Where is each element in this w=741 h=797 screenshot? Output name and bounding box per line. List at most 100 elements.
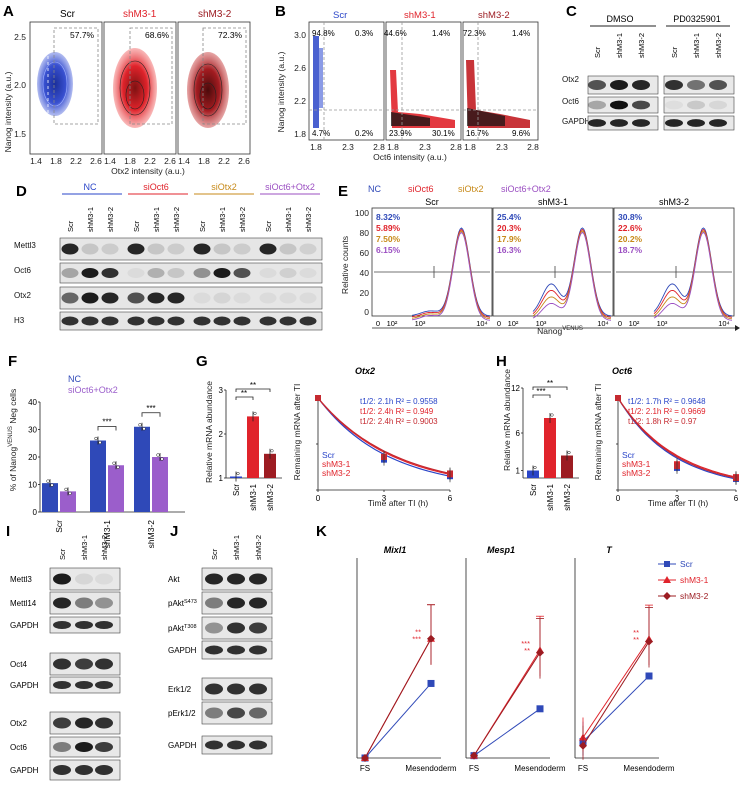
blot-band — [81, 243, 99, 255]
lane-label: Scr — [264, 220, 273, 232]
blot-band — [53, 765, 71, 775]
bar — [42, 483, 58, 512]
data-point — [645, 672, 653, 680]
panel-a: A Nanog intensity (a.u.) 2.5 2.0 1.5 Otx… — [3, 3, 251, 176]
panel-j: J Scr shM3-1 shM3-2 Akt pAktS473 pAktT308 GAP… — [168, 523, 273, 755]
blot-band — [299, 316, 317, 326]
quadrant-tl: 72.3% — [463, 29, 486, 38]
gate-percent: 25.4% — [497, 212, 522, 222]
x-tick: 2.3 — [419, 142, 431, 152]
panel-label: B — [275, 3, 286, 20]
panel-label: C — [566, 3, 577, 20]
x-tick: Scr — [54, 520, 64, 533]
blot-band — [259, 316, 277, 326]
legend-item: shM3-1 — [622, 459, 651, 469]
x-tick: 10⁴ — [718, 319, 730, 328]
blot-band — [709, 100, 727, 110]
blot-band — [205, 740, 223, 750]
decay-title: Oct6 — [612, 366, 633, 376]
y-axis-label: % of NanogVENUS Neg cells — [8, 389, 18, 491]
x-tick: 1.8 — [310, 142, 322, 152]
panel-label: K — [316, 523, 327, 540]
x-tick: 3 — [382, 494, 387, 503]
blot-band — [227, 645, 245, 655]
x-tick: FS — [578, 764, 588, 773]
blot-band — [299, 292, 317, 304]
blot-band — [95, 717, 113, 729]
blot-band — [227, 573, 245, 585]
histogram-shm3-1: shM3-1 25.4%20.3%17.9%16.3% 0 10² 10³ 10⁴ — [492, 197, 614, 328]
scatter-cloud — [390, 70, 455, 128]
row-label: GAPDH — [10, 621, 39, 630]
row-label: pAktT308 — [168, 624, 197, 633]
legend-item: NC — [368, 184, 381, 194]
bar — [134, 426, 150, 512]
y-tick: 12 — [511, 384, 520, 393]
x-tick: 1.8 — [198, 156, 210, 166]
blot-band — [53, 681, 71, 689]
legend-item: siOct6+Otx2 — [501, 184, 551, 194]
row-label: GAPDH — [562, 117, 591, 126]
x-tick: 2.8 — [527, 142, 539, 152]
series-line — [473, 708, 541, 757]
x-tick: Mesendoderm — [405, 764, 456, 773]
panel-i: I Scr shM3-1 shM3-2 Mettl3Mettl14GAPDHOct4… — [6, 523, 121, 781]
y-tick: 0 — [33, 508, 38, 517]
flow-plot-scr: Scr 94.8% 0.3% 4.7% 0.2% 1.8 2.3 2.8 — [308, 10, 385, 152]
flow-plot-shm3-1: shM3-1 44.6% 1.4% 23.9% 30.1% 1.8 2.3 2.… — [384, 10, 462, 152]
panel-e: E NC siOct6 siOtx2 siOct6+Otx2 Relative … — [338, 183, 740, 336]
lane-label: Scr — [132, 220, 141, 232]
y-axis-label: Relative mRNA abundance — [204, 381, 214, 483]
x-tick: shM3-2 — [563, 483, 572, 510]
row-label: Mettl14 — [10, 599, 37, 608]
quadrant-tl: 44.6% — [384, 29, 407, 38]
row-label: Oct6 — [562, 97, 579, 106]
legend-item: siOtx2 — [458, 184, 484, 194]
blot-band — [588, 119, 606, 127]
plot-title: T — [606, 545, 613, 555]
significance: *** — [146, 404, 155, 413]
gate-percent: 68.6% — [145, 30, 170, 40]
y-tick: 80 — [360, 228, 370, 238]
x-tick: FS — [469, 764, 479, 773]
gate-percent: 6.15% — [376, 245, 401, 255]
series-line — [473, 652, 541, 756]
fit-label: t1/2: 1.7h R² = 0.9648 — [628, 397, 706, 406]
y-tick: 6 — [516, 429, 521, 438]
blot-band — [227, 597, 245, 609]
panel-c: C DMSO PD0325901 Scr shM3-1 shM3-2 Scr shM3-… — [562, 3, 735, 131]
blot-band — [709, 80, 727, 90]
legend-item: siOct6+Otx2 — [68, 385, 118, 395]
lane-label: shM3-1 — [232, 535, 241, 560]
series-line — [582, 638, 650, 738]
legend-item: shM3-2 — [622, 468, 651, 478]
significance: *** — [102, 418, 111, 427]
panel-label: G — [196, 353, 208, 370]
row-label: GAPDH — [168, 646, 197, 655]
bar — [90, 440, 106, 512]
panel-k: K Mixl1 Mesp1 T Scr shM3-1 shM3-2 FS Mese… — [316, 523, 709, 773]
significance: ** — [547, 379, 553, 388]
lane-label: Scr — [58, 548, 67, 560]
data-point — [427, 679, 435, 687]
legend-item: shM3-1 — [322, 459, 351, 469]
plot-title: shM3-2 — [659, 197, 689, 207]
data-point — [536, 705, 544, 713]
panel-label: D — [16, 183, 27, 200]
lane-label: shM3-1 — [692, 33, 701, 58]
blot-band — [687, 100, 705, 110]
row-label: Oct6 — [14, 266, 31, 275]
y-tick: 0 — [364, 307, 369, 317]
x-tick: 1.4 — [104, 156, 116, 166]
blot-band — [227, 707, 245, 719]
x-tick: 2.6 — [164, 156, 176, 166]
blot-band — [193, 243, 211, 255]
fit-label: t1/2: 2.4h R² = 0.949 — [360, 407, 434, 416]
y-tick: 1.5 — [14, 129, 26, 139]
blot-band — [249, 740, 267, 750]
y-axis-label: Remaining mRNA after TI — [593, 384, 603, 481]
y-axis-label: Remaining mRNA after TI — [292, 384, 302, 481]
row-label: Otx2 — [10, 719, 27, 728]
